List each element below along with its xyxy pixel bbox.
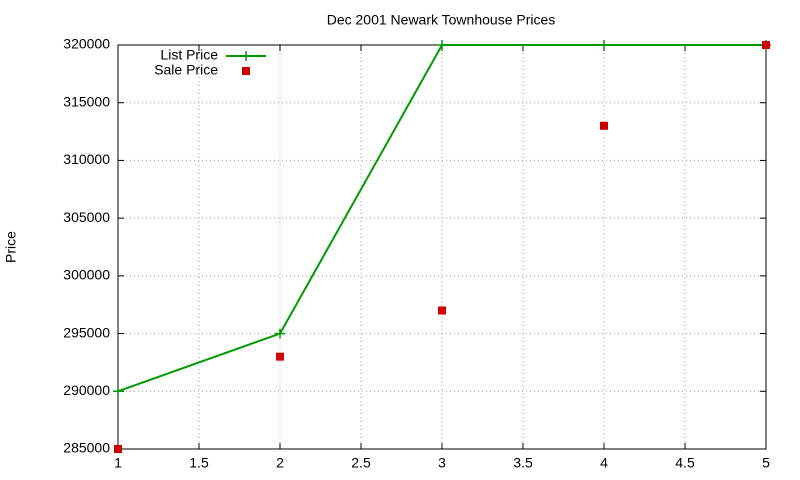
legend-label: Sale Price <box>154 62 218 78</box>
x-tick-label: 2.5 <box>351 455 371 471</box>
y-tick-label: 320000 <box>63 36 110 52</box>
y-tick-label: 310000 <box>63 151 110 167</box>
data-point <box>276 352 284 361</box>
y-axis-label: Price <box>3 231 19 263</box>
x-tick-label: 4 <box>600 455 608 471</box>
y-tick-label: 315000 <box>63 93 110 109</box>
chart-title: Dec 2001 Newark Townhouse Prices <box>327 12 556 28</box>
data-point <box>762 41 770 49</box>
legend-marker <box>242 67 250 75</box>
legend-label: List Price <box>160 47 218 63</box>
data-point <box>113 386 123 397</box>
data-point <box>275 328 285 339</box>
y-tick-label: 290000 <box>63 382 110 398</box>
y-tick-label: 300000 <box>63 267 110 283</box>
x-tick-label: 2 <box>276 455 284 471</box>
y-tick-label: 295000 <box>63 324 110 340</box>
x-tick-label: 3.5 <box>513 455 533 471</box>
data-point <box>599 40 609 50</box>
x-tick-label: 3 <box>438 455 446 471</box>
data-point <box>438 306 446 315</box>
y-tick-label: 285000 <box>63 440 110 456</box>
data-point <box>114 445 122 453</box>
data-point <box>600 121 608 130</box>
y-tick-label: 305000 <box>63 209 110 225</box>
legend-marker <box>241 51 251 61</box>
x-tick-label: 4.5 <box>675 455 695 471</box>
x-tick-label: 5 <box>762 455 770 471</box>
x-tick-label: 1.5 <box>189 455 209 471</box>
x-tick-label: 1 <box>114 455 122 471</box>
data-point <box>437 40 447 50</box>
